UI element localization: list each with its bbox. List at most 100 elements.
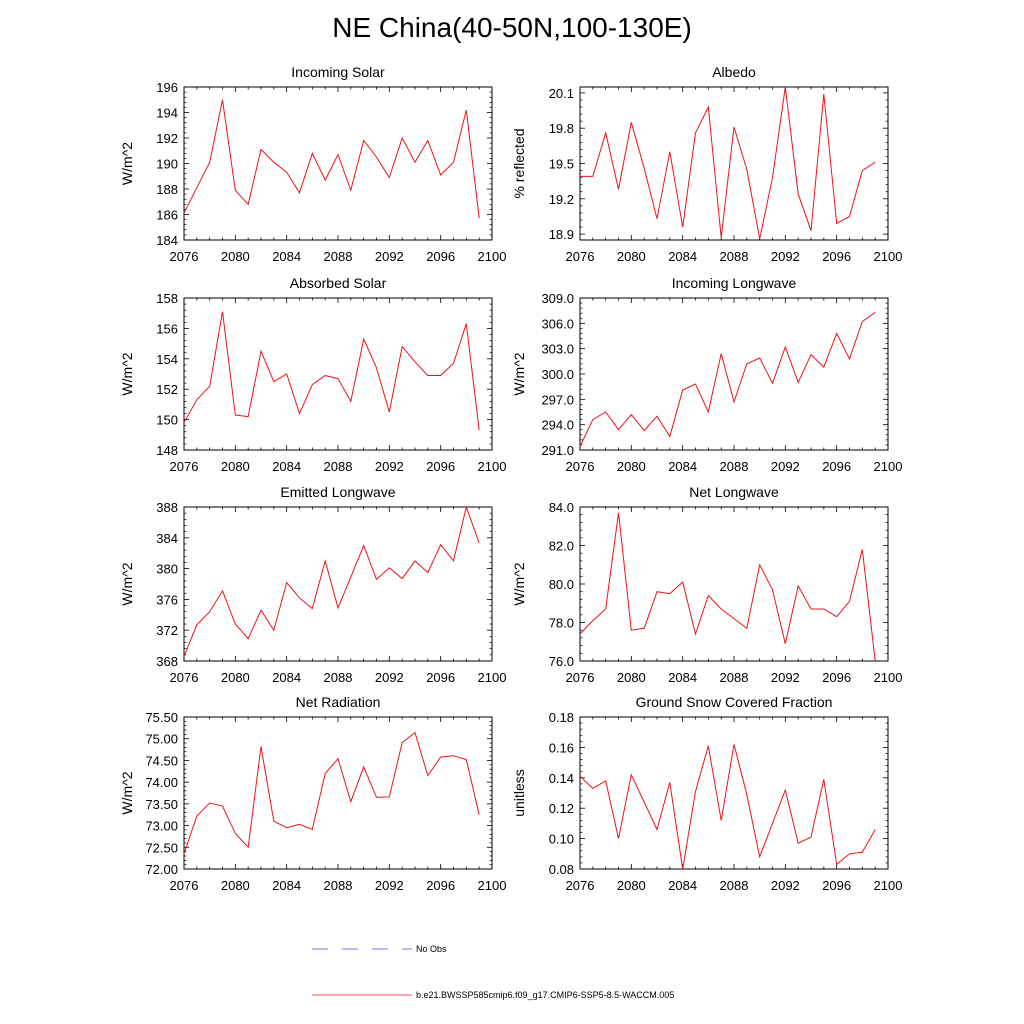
x-tick-label: 2084	[272, 459, 301, 474]
y-axis-label: % reflected	[511, 128, 527, 198]
x-tick-label: 2080	[617, 878, 646, 893]
legend-obs-label: No Obs	[416, 944, 447, 954]
panel-title: Net Longwave	[689, 484, 779, 500]
x-tick-label: 2088	[324, 249, 353, 264]
y-tick-label: 20.1	[549, 86, 574, 101]
y-axis-label: W/m^2	[119, 352, 135, 395]
x-tick-label: 2084	[668, 459, 697, 474]
x-tick-label: 2092	[375, 878, 404, 893]
x-tick-label: 2100	[874, 878, 903, 893]
panel-incoming-solar: Incoming Solar 2076 2080 2084 2088 2092 2096 21…	[119, 64, 506, 264]
x-tick-label: 2080	[617, 670, 646, 685]
y-tick-label: 0.16	[549, 740, 574, 755]
y-tick-label: 80.0	[549, 577, 574, 592]
x-tick-label: 2080	[221, 249, 250, 264]
x-tick-label: 2076	[566, 670, 595, 685]
x-tick-label: 2088	[720, 249, 749, 264]
y-tick-label: 188	[156, 182, 178, 197]
panel-emitted-longwave: Emitted Longwave 2076 2080 2084 2088 2092 2096…	[119, 484, 506, 685]
series-line	[183, 99, 480, 219]
x-tick-label: 2080	[617, 249, 646, 264]
y-tick-label: 78.0	[549, 616, 574, 631]
x-tick-label: 2096	[426, 459, 455, 474]
y-tick-label: 19.5	[549, 157, 574, 172]
series-line	[580, 86, 876, 239]
legend-model-label: b.e21.BWSSP585cmip6.f09_g17.CMIP6-SSP5-8…	[416, 990, 674, 1000]
x-tick-label: 2092	[771, 670, 800, 685]
y-tick-label: 0.08	[549, 862, 574, 877]
panel-title: Net Radiation	[296, 694, 381, 710]
x-tick-label: 2096	[822, 459, 851, 474]
panel-incoming-longwave: Incoming Longwave 2076 2080 2084 2088 2092 209…	[511, 275, 902, 474]
y-axis-label: unitless	[511, 769, 527, 816]
y-axis-label: W/m^2	[511, 352, 527, 395]
x-tick-label: 2084	[272, 670, 301, 685]
panel-absorbed-solar: Absorbed Solar 2076 2080 2084 2088 2092 2096 21…	[119, 275, 506, 474]
y-tick-label: 306.0	[541, 316, 574, 331]
series-line	[579, 512, 876, 662]
y-tick-label: 72.00	[145, 862, 178, 877]
x-tick-label: 2080	[617, 459, 646, 474]
plot-frame	[579, 297, 889, 451]
series-line	[183, 505, 480, 657]
x-tick-label: 2076	[170, 459, 199, 474]
y-tick-label: 74.50	[145, 753, 178, 768]
y-tick-label: 156	[156, 321, 178, 336]
y-tick-label: 73.50	[145, 797, 178, 812]
y-tick-label: 0.14	[549, 771, 574, 786]
plot-frame	[183, 86, 493, 241]
y-axis-label: W/m^2	[119, 771, 135, 814]
y-tick-label: 0.10	[549, 832, 574, 847]
x-tick-label: 2084	[668, 249, 697, 264]
y-tick-label: 0.18	[549, 710, 574, 725]
panel-title: Albedo	[712, 64, 756, 80]
panel-title: Incoming Solar	[291, 64, 385, 80]
x-tick-label: 2096	[426, 878, 455, 893]
x-tick-label: 2076	[566, 249, 595, 264]
y-tick-label: 376	[156, 592, 178, 607]
x-tick-label: 2076	[170, 670, 199, 685]
panel-albedo: Albedo 2076 2080 2084 2088 2092 2096 2100 18.9 19…	[511, 64, 902, 264]
x-tick-label: 2100	[874, 670, 903, 685]
y-tick-label: 82.0	[549, 539, 574, 554]
y-tick-label: 388	[156, 500, 178, 515]
x-tick-label: 2096	[822, 878, 851, 893]
panel-title: Ground Snow Covered Fraction	[636, 694, 833, 710]
y-axis-label: W/m^2	[119, 562, 135, 605]
y-tick-label: 76.0	[549, 654, 574, 669]
y-tick-label: 384	[156, 531, 178, 546]
x-tick-label: 2088	[720, 670, 749, 685]
y-tick-label: 186	[156, 208, 178, 223]
x-tick-label: 2100	[478, 459, 507, 474]
x-tick-label: 2084	[668, 878, 697, 893]
y-tick-label: 380	[156, 562, 178, 577]
x-tick-label: 2096	[426, 249, 455, 264]
x-tick-label: 2080	[221, 878, 250, 893]
y-tick-label: 152	[156, 382, 178, 397]
x-tick-label: 2100	[874, 249, 903, 264]
x-tick-label: 2096	[426, 670, 455, 685]
series-line	[183, 311, 480, 431]
y-tick-label: 368	[156, 654, 178, 669]
y-tick-label: 148	[156, 443, 178, 458]
plot-frame	[183, 506, 493, 662]
x-tick-label: 2084	[272, 249, 301, 264]
series-line	[579, 744, 876, 870]
y-tick-label: 291.0	[541, 443, 574, 458]
y-tick-label: 190	[156, 157, 178, 172]
plot-frame	[579, 716, 889, 870]
x-tick-label: 2076	[170, 878, 199, 893]
x-tick-label: 2100	[478, 878, 507, 893]
x-tick-label: 2100	[478, 249, 507, 264]
page-title: NE China(40-50N,100-130E)	[332, 12, 692, 43]
panel-title: Absorbed Solar	[290, 275, 387, 291]
y-axis-label: W/m^2	[119, 142, 135, 185]
x-tick-label: 2092	[771, 459, 800, 474]
x-tick-label: 2100	[874, 459, 903, 474]
legend: No Obs b.e21.BWSSP585cmip6.f09_g17.CMIP6…	[312, 944, 674, 1000]
y-tick-label: 196	[156, 80, 178, 95]
y-tick-label: 84.0	[549, 500, 574, 515]
y-tick-label: 300.0	[541, 367, 574, 382]
plot-frame	[183, 716, 493, 870]
